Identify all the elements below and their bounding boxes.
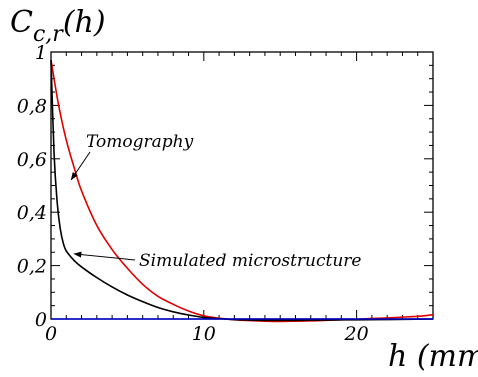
series-group (50, 59, 434, 323)
series-line-tomography (50, 59, 434, 323)
y-tick-label: 0,8 (17, 95, 47, 117)
y-axis-title-sub: c,r (33, 22, 64, 47)
axis-ticks (50, 51, 434, 320)
y-tick-label: 1 (35, 42, 47, 64)
annotation-arrow-tomography (70, 151, 91, 181)
axis-tick-labels: 0 10 20 0 0,2 0,4 0,6 0,8 1 (17, 42, 369, 345)
x-tick-label: 0 (45, 323, 57, 345)
annotation-simulated: Simulated microstructure (139, 251, 361, 271)
x-tick-label: 20 (344, 323, 369, 345)
y-tick-label: 0,4 (17, 202, 47, 224)
y-tick-label: 0 (35, 309, 47, 331)
y-axis-title-main: C (10, 5, 33, 40)
plot-frame (50, 51, 434, 320)
y-axis-title-arg: (h) (63, 5, 106, 40)
annotations: Tomography Simulated microstructure (70, 132, 361, 271)
x-axis-title: h (mm) (388, 339, 478, 374)
y-axis-title: Cc,r(h) (10, 5, 106, 47)
y-tick-label: 0,6 (17, 149, 47, 171)
y-tick-label: 0,2 (17, 256, 47, 278)
x-tick-label: 10 (192, 323, 216, 345)
series-line-simulated-microstructure (50, 59, 434, 322)
annotation-arrow-simulated (73, 251, 136, 261)
annotation-tomography: Tomography (86, 132, 194, 152)
